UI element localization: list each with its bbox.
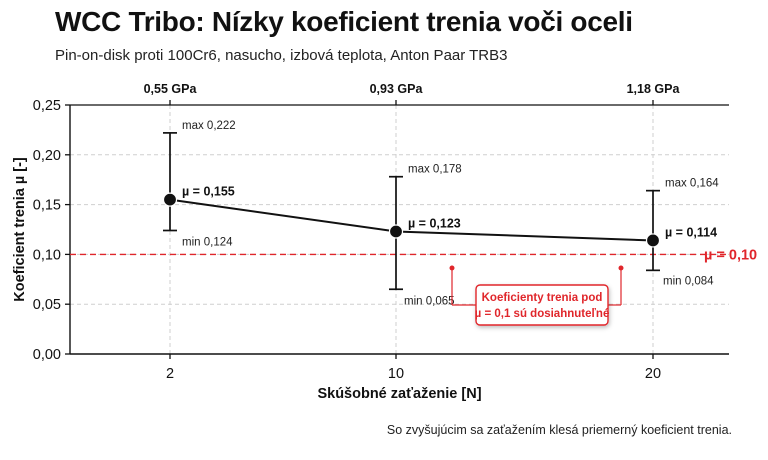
y-axis-label: Koeficient trenia µ [-] <box>12 157 28 302</box>
x-tick-label: 20 <box>645 366 661 382</box>
min-label: min 0,124 <box>182 236 233 248</box>
max-label: max 0,222 <box>182 120 236 132</box>
value-label: µ = 0,123 <box>408 216 461 230</box>
value-label: µ = 0,155 <box>182 185 235 199</box>
data-point <box>388 224 404 239</box>
annotation-text: Koeficienty trenia pod <box>482 292 603 304</box>
x-tick-label: 2 <box>166 366 174 382</box>
axes: 0,00 0,05 0,10 0,15 0,20 0,25 2 0,55 GPa 10 0,93 … <box>12 82 729 402</box>
y-tick-label: 0,25 <box>33 98 61 114</box>
annotation-box <box>475 284 609 326</box>
value-label: µ = 0,114 <box>665 225 717 239</box>
reference-line-label: µ = 0,10 <box>704 247 757 263</box>
y-tick-label: 0,15 <box>33 198 61 214</box>
data-series: µ = 0,155 max 0,222 min 0,124 µ = 0,123 max … <box>162 120 719 307</box>
y-tick-label: 0,00 <box>33 347 61 363</box>
data-point <box>162 192 178 207</box>
y-tick-label: 0,10 <box>33 247 61 263</box>
y-tick-label: 0,05 <box>33 297 61 313</box>
annotation-text: µ = 0,1 sú dosiahnuteľné <box>475 308 610 320</box>
max-label: max 0,178 <box>408 164 462 176</box>
x-axis-label: Skúšobné zaťaženie [N] <box>317 386 481 402</box>
chart-caption: So zvyšujúcim sa zaťažením klesá priemer… <box>386 423 732 437</box>
top-axis-label: 0,55 GPa <box>144 82 198 96</box>
annotation-leader-dot <box>618 265 624 271</box>
min-label: min 0,084 <box>663 275 714 287</box>
max-label: max 0,164 <box>665 178 719 190</box>
x-tick-label: 10 <box>388 366 404 382</box>
annotation-group: Koeficienty trenia pod µ = 0,1 sú dosiahn… <box>449 265 624 326</box>
y-tick-label: 0,20 <box>33 148 61 164</box>
top-axis-label: 0,93 GPa <box>370 82 424 96</box>
chart-title: WCC Tribo: Nízky koeficient trenia voči … <box>55 6 633 37</box>
top-axis-label: 1,18 GPa <box>627 82 681 96</box>
reference-line-group: µ = 0,10 <box>70 247 757 263</box>
chart-subtitle: Pin-on-disk proti 100Cr6, nasucho, izbov… <box>55 47 508 64</box>
data-point <box>645 233 661 248</box>
annotation-leader-dot <box>449 265 455 271</box>
min-label: min 0,065 <box>404 295 455 307</box>
